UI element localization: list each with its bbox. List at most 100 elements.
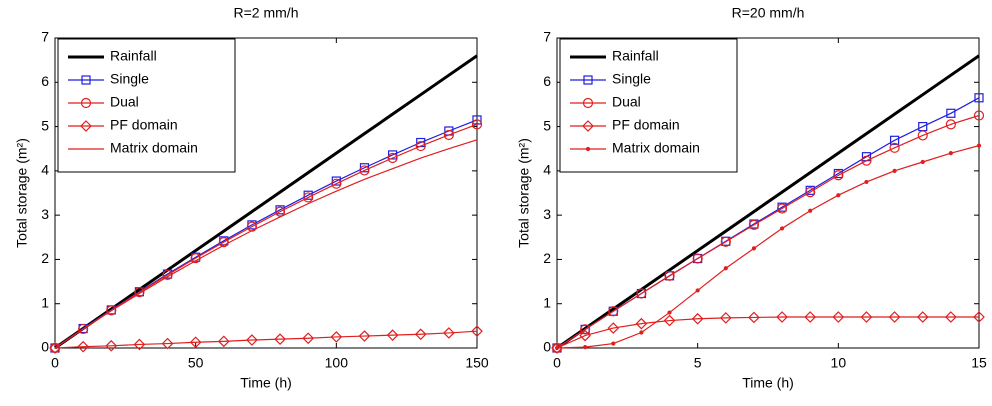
marker	[889, 142, 900, 153]
marker	[414, 328, 427, 341]
marker	[77, 340, 89, 353]
marker	[946, 108, 956, 118]
marker	[302, 332, 315, 345]
legend-label: Single	[612, 71, 651, 87]
x-tick-label: 50	[188, 355, 204, 371]
y-axis-label: Total storage (m²)	[516, 138, 532, 248]
marker	[832, 311, 845, 323]
x-tick-label: 150	[465, 355, 489, 371]
series-line	[556, 316, 979, 349]
x-axis-label: Time (h)	[240, 375, 292, 391]
marker	[639, 330, 644, 335]
y-tick-label: 3	[543, 206, 551, 222]
x-tick-label: 0	[553, 355, 561, 371]
marker	[583, 345, 588, 350]
x-tick-label: 15	[971, 355, 987, 371]
marker	[776, 311, 788, 323]
marker	[471, 325, 483, 338]
marker	[472, 115, 482, 125]
x-tick-label: 5	[694, 355, 702, 371]
marker	[134, 287, 145, 298]
y-tick-label: 0	[543, 339, 551, 355]
marker	[916, 311, 929, 323]
marker	[664, 270, 675, 281]
marker	[359, 165, 370, 176]
marker	[691, 312, 704, 325]
marker	[860, 311, 873, 323]
legend-label: Dual	[612, 94, 641, 110]
x-axis-label: Time (h)	[742, 375, 794, 391]
marker	[471, 119, 483, 130]
marker	[78, 323, 89, 335]
series-line	[54, 330, 478, 349]
marker	[864, 179, 869, 185]
marker	[246, 334, 258, 346]
series-line	[556, 114, 980, 349]
marker	[81, 75, 91, 85]
legend-label: Single	[110, 71, 149, 87]
marker	[776, 203, 788, 214]
marker	[808, 208, 813, 213]
marker	[105, 339, 118, 352]
marker	[945, 311, 957, 323]
marker	[583, 75, 593, 85]
marker	[331, 178, 342, 189]
marker	[133, 338, 146, 351]
marker	[274, 333, 286, 345]
marker	[748, 311, 760, 324]
marker	[386, 329, 399, 342]
marker	[663, 314, 676, 327]
y-tick-label: 0	[41, 339, 49, 355]
marker	[217, 335, 230, 348]
series-line	[556, 54, 980, 350]
series-line	[54, 139, 478, 349]
marker	[162, 269, 173, 281]
marker	[748, 219, 760, 230]
marker	[303, 192, 314, 203]
marker	[415, 140, 426, 152]
marker	[779, 226, 785, 231]
marker	[889, 135, 900, 145]
marker	[861, 155, 872, 166]
marker	[836, 193, 841, 198]
marker	[551, 342, 563, 354]
y-tick-label: 5	[41, 117, 49, 133]
x-tick-label: 0	[51, 355, 59, 371]
marker	[585, 146, 591, 152]
marker	[719, 312, 732, 324]
marker	[554, 345, 560, 351]
y-tick-label: 6	[543, 73, 551, 89]
marker	[582, 120, 594, 132]
plot-frame	[54, 37, 478, 349]
marker	[692, 253, 703, 264]
marker	[582, 97, 594, 109]
legend-box	[57, 38, 236, 173]
legend-label: Rainfall	[612, 48, 659, 64]
marker	[948, 151, 953, 156]
marker	[80, 120, 92, 132]
marker	[387, 152, 398, 164]
marker	[218, 237, 229, 248]
plot-frame	[556, 37, 980, 349]
marker	[330, 331, 343, 343]
chart-title: R=2 mm/h	[234, 5, 299, 21]
y-tick-label: 1	[543, 294, 551, 310]
marker	[611, 341, 616, 346]
y-tick-label: 5	[543, 117, 551, 133]
marker	[358, 330, 371, 342]
marker	[945, 119, 956, 130]
marker	[274, 206, 286, 217]
marker	[608, 306, 619, 317]
marker	[973, 311, 985, 323]
marker	[917, 130, 928, 141]
y-tick-label: 4	[543, 162, 551, 178]
marker	[189, 336, 202, 349]
legend-label: PF domain	[612, 117, 680, 133]
series-line	[556, 145, 980, 349]
x-tick-label: 10	[831, 355, 847, 371]
marker	[636, 288, 647, 299]
marker	[80, 97, 92, 109]
y-tick-label: 4	[41, 162, 49, 178]
y-axis-label: Total storage (m²)	[14, 138, 30, 248]
